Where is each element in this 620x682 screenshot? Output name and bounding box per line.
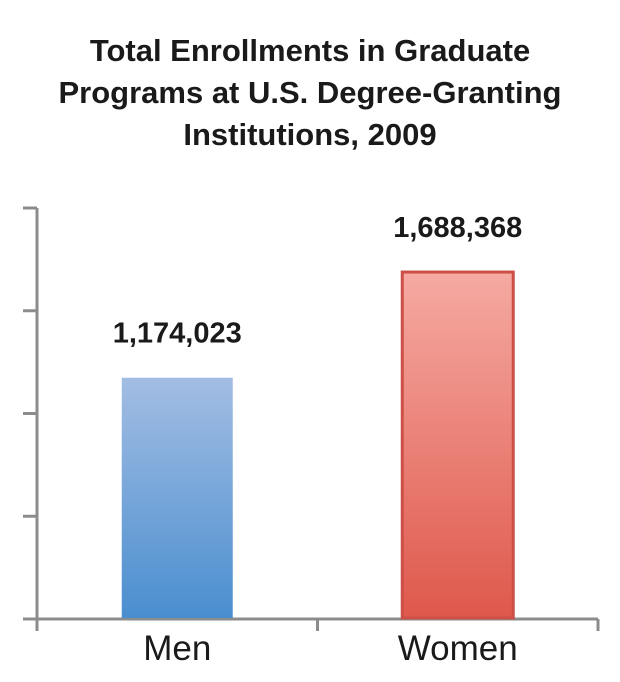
bar-women — [400, 270, 515, 620]
data-label-men: 1,174,023 — [113, 318, 242, 350]
chart-title-line-3: Institutions, 2009 — [183, 117, 437, 152]
bar-men — [121, 377, 233, 618]
chart-title-line-2: Programs at U.S. Degree-Granting — [58, 75, 562, 110]
chart-title: Total Enrollments in Graduate Programs a… — [0, 30, 620, 156]
x-tick-label-men: Men — [143, 629, 211, 668]
x-tick-label-women: Women — [398, 629, 518, 668]
data-label-women: 1,688,368 — [393, 212, 522, 244]
chart-title-line-1: Total Enrollments in Graduate — [89, 33, 531, 68]
